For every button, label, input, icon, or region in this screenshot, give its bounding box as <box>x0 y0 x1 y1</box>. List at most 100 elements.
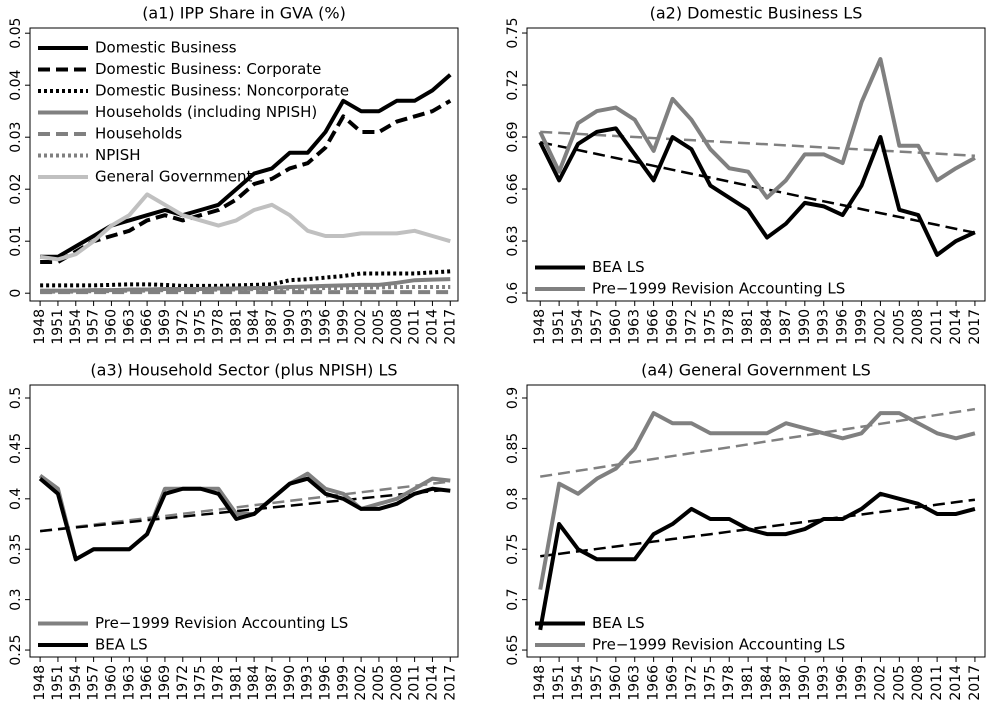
x-tick-label: 1975 <box>702 309 718 345</box>
x-tick-label: 1990 <box>797 309 813 345</box>
x-tick-label: 1957 <box>589 665 605 701</box>
x-tick-label: 1966 <box>646 309 662 345</box>
y-tick-label: 0.65 <box>505 634 521 665</box>
x-tick-label: 1996 <box>835 309 851 345</box>
x-tick-label: 2014 <box>424 665 440 701</box>
series-line <box>538 126 976 257</box>
x-tick-label: 2005 <box>371 665 387 701</box>
x-tick-label: 1981 <box>740 309 756 345</box>
x-tick-label: 1996 <box>317 665 333 701</box>
series-line <box>38 476 451 562</box>
x-tick-label: 1948 <box>532 309 548 345</box>
x-tick-label: 2011 <box>407 309 423 345</box>
x-tick-label: 1960 <box>103 309 119 345</box>
x-tick-label: 2008 <box>910 309 926 345</box>
series-line <box>40 284 451 294</box>
x-tick-label: 1987 <box>778 309 794 345</box>
x-tick-label: 2011 <box>929 309 945 345</box>
trend-line <box>540 498 976 558</box>
legend-label: BEA LS <box>592 258 645 276</box>
x-tick-label: 1957 <box>589 309 605 345</box>
panel-title: (a4) General Government LS <box>641 361 871 380</box>
x-tick-label: 2008 <box>389 665 405 701</box>
y-tick-label: 0.63 <box>505 225 521 256</box>
x-tick-label: 1972 <box>683 309 699 345</box>
x-tick-label: 1954 <box>570 309 586 345</box>
x-tick-label: 1951 <box>50 665 66 701</box>
plot-frame <box>526 27 986 302</box>
x-tick-label: 2014 <box>948 309 964 345</box>
x-tick-label: 2014 <box>948 665 964 701</box>
x-tick-label: 1999 <box>335 309 351 345</box>
y-tick-label: 0.85 <box>505 433 521 464</box>
x-tick-label: 1969 <box>157 665 173 701</box>
x-tick-label: 1990 <box>797 665 813 701</box>
x-tick-label: 1954 <box>570 665 586 701</box>
y-tick-label: 0.6 <box>505 282 521 304</box>
x-tick-label: 1981 <box>228 665 244 701</box>
x-tick-label: 2008 <box>910 665 926 701</box>
x-tick-label: 1984 <box>246 665 262 701</box>
x-tick-label: 1957 <box>86 309 102 345</box>
x-tick-label: 1948 <box>32 665 48 701</box>
y-tick-label: 0.5 <box>8 387 24 409</box>
y-tick-label: 0.7 <box>505 589 521 611</box>
x-tick-label: 2017 <box>967 665 983 701</box>
legend-label: NPISH <box>95 146 141 164</box>
legend-label: Pre−1999 Revision Accounting LS <box>95 614 348 632</box>
x-tick-label: 1975 <box>702 665 718 701</box>
panel-title: (a3) Household Sector (plus NPISH) LS <box>90 361 397 380</box>
x-tick-label: 1972 <box>175 665 191 701</box>
plot-frame <box>526 384 986 658</box>
x-tick-label: 1969 <box>157 309 173 345</box>
panel-title: (a1) IPP Share in GVA (%) <box>142 4 346 23</box>
y-tick-label: 0.75 <box>505 534 521 565</box>
y-tick-label: 0.02 <box>8 174 24 205</box>
x-tick-label: 1984 <box>759 309 775 345</box>
x-tick-label: 1990 <box>282 665 298 701</box>
series-line <box>538 491 976 631</box>
x-tick-label: 2002 <box>353 309 369 345</box>
legend-label: Domestic Business <box>95 39 237 57</box>
x-tick-label: 2011 <box>929 665 945 701</box>
y-tick-label: 0.01 <box>8 226 24 257</box>
x-tick-label: 1966 <box>139 665 155 701</box>
x-tick-label: 2002 <box>872 309 888 345</box>
x-tick-label: 1951 <box>551 665 567 701</box>
legend-label: Households (including NPISH) <box>95 103 317 121</box>
x-tick-label: 2005 <box>891 309 907 345</box>
x-tick-label: 1990 <box>282 309 298 345</box>
x-tick-label: 1975 <box>193 665 209 701</box>
x-tick-label: 1963 <box>627 309 643 345</box>
y-tick-label: 0.05 <box>8 18 24 49</box>
x-tick-label: 1993 <box>300 309 316 345</box>
x-tick-label: 2005 <box>891 665 907 701</box>
x-tick-label: 2017 <box>442 665 458 701</box>
x-tick-label: 1966 <box>139 309 155 345</box>
trend-line <box>540 130 975 157</box>
y-tick-label: 0.9 <box>505 387 521 409</box>
y-tick-label: 0.66 <box>505 173 521 204</box>
x-tick-label: 1999 <box>335 665 351 701</box>
x-tick-label: 1954 <box>68 665 84 701</box>
x-tick-label: 1948 <box>32 309 48 345</box>
x-tick-label: 1993 <box>816 309 832 345</box>
panel-title: (a2) Domestic Business LS <box>650 4 863 23</box>
x-tick-label: 1960 <box>608 665 624 701</box>
y-tick-label: 0.4 <box>8 488 24 510</box>
x-tick-label: 1963 <box>121 665 137 701</box>
x-tick-label: 1963 <box>121 309 137 345</box>
y-tick-label: 0.03 <box>8 122 24 153</box>
x-tick-label: 1996 <box>835 665 851 701</box>
x-tick-label: 2017 <box>442 309 458 345</box>
x-tick-label: 1978 <box>210 665 226 701</box>
plot-frame <box>29 384 459 658</box>
series-line <box>39 192 451 262</box>
trend-line <box>39 488 451 533</box>
x-tick-label: 1999 <box>854 665 870 701</box>
legend-label: BEA LS <box>95 636 148 654</box>
x-tick-label: 1975 <box>193 309 209 345</box>
x-tick-label: 2002 <box>353 665 369 701</box>
x-tick-label: 1948 <box>532 665 548 701</box>
x-tick-label: 1954 <box>68 309 84 345</box>
